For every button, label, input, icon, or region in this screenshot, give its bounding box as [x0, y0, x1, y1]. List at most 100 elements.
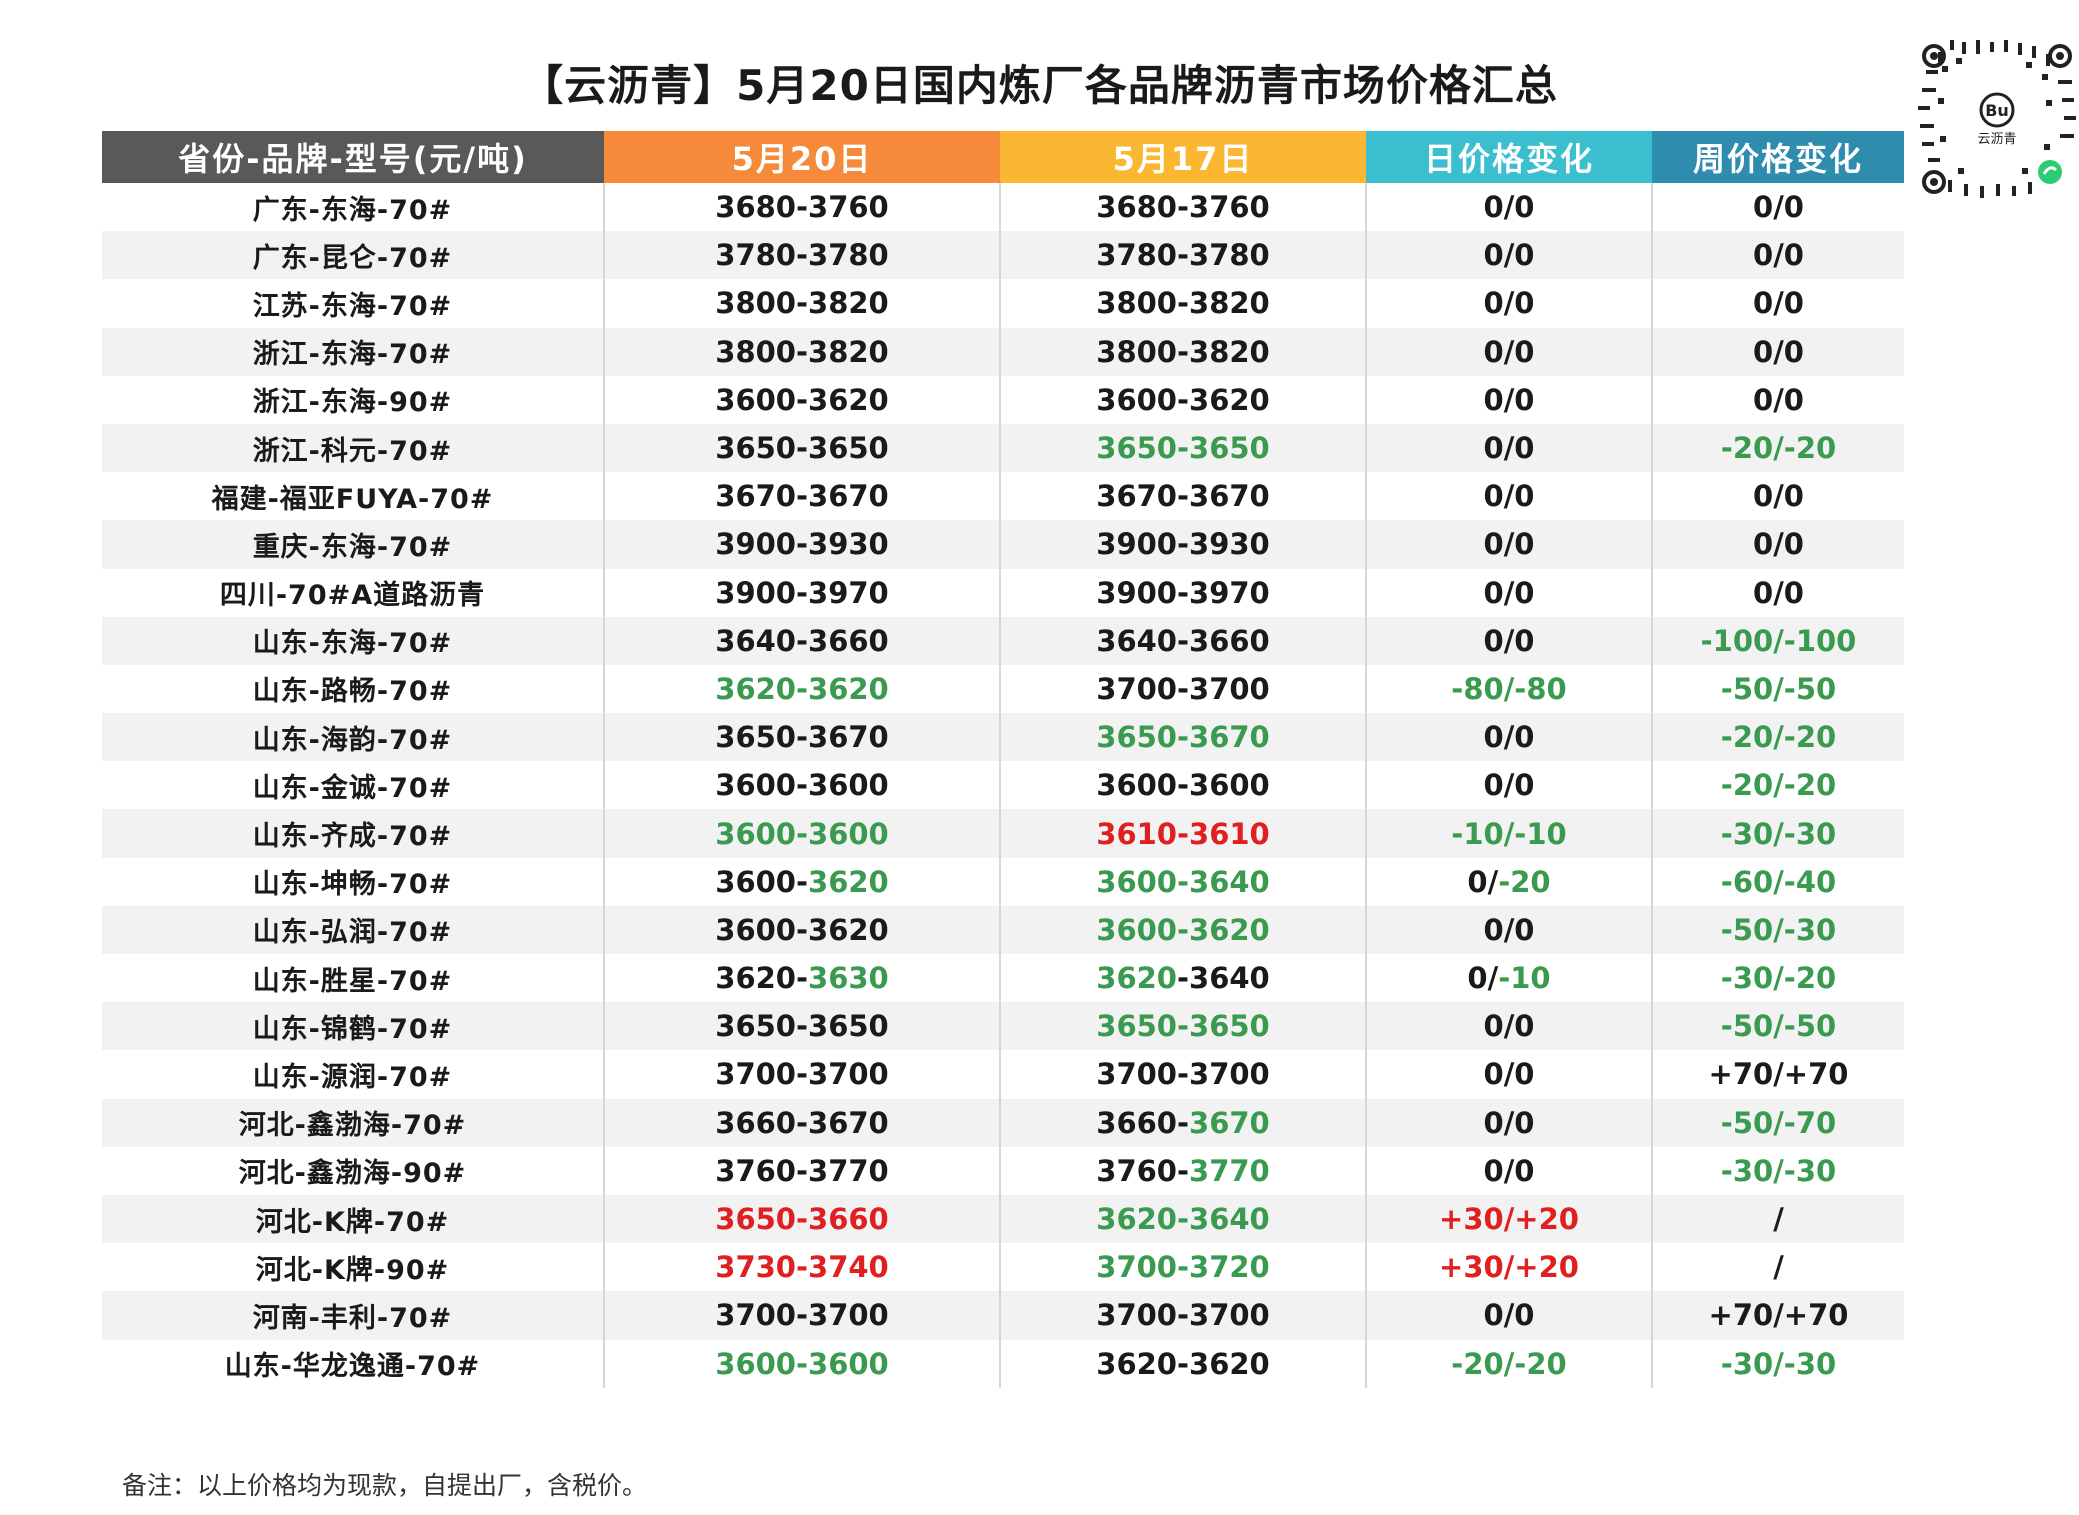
- price-table: 省份-品牌-型号(元/吨) 5月20日 5月17日 日价格变化 周价格变化 广东…: [102, 131, 1904, 1388]
- cell-daily-change: 0/-20: [1366, 857, 1653, 906]
- cell-price-may20: 3600-3620: [604, 905, 1001, 954]
- cell-daily-change: 0/0: [1366, 231, 1653, 280]
- cell-price-may20: 3620-3620: [604, 664, 1001, 714]
- cell-value-segment: 0/0: [1483, 527, 1535, 562]
- table-row: 浙江-科元-70# 3650-3650 3650-3650 0/0 -20/-20: [102, 423, 1904, 473]
- cell-weekly-change: 0/0: [1652, 231, 1904, 280]
- cell-product-name: 重庆-东海-70#: [102, 520, 605, 569]
- qr-label: 云沥青: [1977, 132, 2016, 147]
- cell-value-segment: 0/0: [1753, 334, 1804, 369]
- cell-product-name: 四川-70#A道路沥青: [102, 568, 605, 617]
- cell-price-may20: 3600-3600: [604, 1339, 1001, 1388]
- cell-price-may20: 3700-3700: [604, 1291, 1001, 1340]
- cell-price-may17: 3900-3970: [1000, 568, 1367, 617]
- cell-value-segment: 3600-: [715, 864, 809, 899]
- cell-daily-change: 0/0: [1366, 1291, 1653, 1340]
- cell-weekly-change: 0/0: [1652, 472, 1904, 520]
- cell-price-may17: 3640-3660: [1000, 616, 1367, 665]
- cell-weekly-change: 0/0: [1652, 569, 1904, 617]
- cell-value-segment: 0/: [1467, 864, 1499, 899]
- cell-product-name: 山东-华龙逸通-70#: [102, 1339, 605, 1388]
- cell-value-segment: 3600-3620: [1096, 912, 1270, 947]
- cell-value-segment: 3650-3650: [1096, 431, 1270, 466]
- cell-weekly-change: -30/-20: [1652, 954, 1904, 1002]
- cell-product-name: 山东-弘润-70#: [102, 905, 605, 954]
- cell-price-may17: 3600-3620: [1000, 375, 1367, 424]
- cell-value-segment: -100/-100: [1700, 623, 1857, 658]
- cell-weekly-change: +70/+70: [1652, 1291, 1904, 1340]
- cell-product-name: 江苏-东海-70#: [102, 279, 605, 328]
- cell-value-segment: -10: [1498, 961, 1551, 996]
- cell-daily-change: -20/-20: [1366, 1339, 1653, 1388]
- cell-value-segment: -10/-10: [1451, 816, 1567, 851]
- cell-value-segment: 3640-3660: [1096, 623, 1270, 658]
- cell-price-may17: 3650-3650: [1000, 1002, 1367, 1051]
- cell-value-segment: 3700-3700: [715, 1057, 889, 1092]
- cell-daily-change: 0/0: [1366, 183, 1653, 232]
- table-row: 山东-东海-70# 3640-3660 3640-3660 0/0 -100/-100: [102, 616, 1904, 665]
- cell-product-name: 山东-胜星-70#: [102, 954, 605, 1003]
- cell-value-segment: 3600-3600: [715, 768, 889, 803]
- cell-daily-change: 0/0: [1366, 616, 1653, 665]
- cell-price-may17: 3670-3670: [1000, 472, 1367, 521]
- cell-daily-change: 0/0: [1366, 568, 1653, 617]
- cell-value-segment: 3600-3600: [715, 816, 889, 851]
- cell-value-segment: 3600-3620: [715, 382, 889, 417]
- cell-daily-change: 0/0: [1366, 423, 1653, 473]
- cell-product-name: 山东-路畅-70#: [102, 664, 605, 714]
- cell-price-may20: 3760-3770: [604, 1146, 1001, 1195]
- cell-value-segment: 0/0: [1483, 912, 1535, 947]
- cell-daily-change: 0/0: [1366, 472, 1653, 521]
- cell-weekly-change: /: [1652, 1243, 1904, 1291]
- cell-product-name: 山东-齐成-70#: [102, 809, 605, 858]
- cell-product-name: 山东-坤畅-70#: [102, 857, 605, 906]
- table-row: 山东-坤畅-70# 3600-3620 3600-3640 0/-20 -60/-40: [102, 857, 1904, 906]
- cell-value-segment: 0/0: [1483, 768, 1535, 803]
- cell-weekly-change: -50/-70: [1652, 1098, 1904, 1147]
- cell-value-segment: 3600-3600: [1096, 768, 1270, 803]
- cell-price-may20: 3730-3740: [604, 1243, 1001, 1292]
- table-row: 山东-源润-70# 3700-3700 3700-3700 0/0 +70/+70: [102, 1050, 1904, 1099]
- cell-weekly-change: -30/-30: [1652, 1340, 1904, 1388]
- cell-price-may17: 3650-3650: [1000, 423, 1367, 473]
- cell-price-may20: 3680-3760: [604, 183, 1001, 232]
- cell-price-may20: 3650-3670: [604, 713, 1001, 762]
- cell-price-may17: 3700-3700: [1000, 1050, 1367, 1099]
- table-row: 山东-金诚-70# 3600-3600 3600-3600 0/0 -20/-20: [102, 761, 1904, 810]
- table-row: 山东-路畅-70# 3620-3620 3700-3700 -80/-80 -50/-5…: [102, 664, 1904, 714]
- cell-price-may17: 3700-3720: [1000, 1243, 1367, 1292]
- cell-price-may20: 3800-3820: [604, 279, 1001, 328]
- cell-value-segment: 3650-3660: [715, 1202, 889, 1237]
- header-may17: 5月17日: [1000, 131, 1366, 183]
- cell-value-segment: 3670-3670: [715, 479, 889, 514]
- cell-weekly-change: 0/0: [1652, 183, 1904, 231]
- table-row: 山东-华龙逸通-70# 3600-3600 3620-3620 -20/-20 -30/…: [102, 1339, 1904, 1388]
- cell-product-name: 广东-东海-70#: [102, 183, 605, 232]
- header-daily-change: 日价格变化: [1366, 131, 1652, 183]
- table-row: 河南-丰利-70# 3700-3700 3700-3700 0/0 +70/+70: [102, 1291, 1904, 1340]
- cell-daily-change: -10/-10: [1366, 809, 1653, 858]
- cell-product-name: 浙江-科元-70#: [102, 423, 605, 473]
- table-row: 江苏-东海-70# 3800-3820 3800-3820 0/0 0/0: [102, 279, 1904, 328]
- cell-value-segment: -20: [1498, 864, 1551, 899]
- cell-value-segment: 0/0: [1753, 527, 1804, 562]
- svg-text:Bu: Bu: [1985, 101, 2009, 120]
- cell-product-name: 山东-东海-70#: [102, 616, 605, 665]
- cell-value-segment: 3900-3970: [1096, 575, 1270, 610]
- cell-price-may17: 3780-3780: [1000, 231, 1367, 280]
- cell-price-may17: 3650-3670: [1000, 713, 1367, 762]
- cell-value-segment: 0/0: [1483, 1057, 1535, 1092]
- cell-value-segment: 0/0: [1483, 382, 1535, 417]
- table-row: 山东-胜星-70# 3620-3630 3620-3640 0/-10 -30/-20: [102, 954, 1904, 1003]
- cell-daily-change: 0/-10: [1366, 954, 1653, 1003]
- cell-weekly-change: 0/0: [1652, 327, 1904, 376]
- table-row: 山东-齐成-70# 3600-3600 3610-3610 -10/-10 -30/-3…: [102, 809, 1904, 858]
- cell-value-segment: 3900-3930: [715, 527, 889, 562]
- cell-value-segment: 0/0: [1483, 479, 1535, 514]
- cell-value-segment: 0/0: [1753, 190, 1804, 225]
- table-row: 重庆-东海-70# 3900-3930 3900-3930 0/0 0/0: [102, 520, 1904, 569]
- cell-value-segment: -30/-30: [1720, 1153, 1837, 1188]
- cell-price-may20: 3900-3930: [604, 520, 1001, 569]
- cell-price-may17: 3600-3600: [1000, 761, 1367, 810]
- miniprogram-qr-icon[interactable]: Bu 云沥青: [1918, 40, 2076, 198]
